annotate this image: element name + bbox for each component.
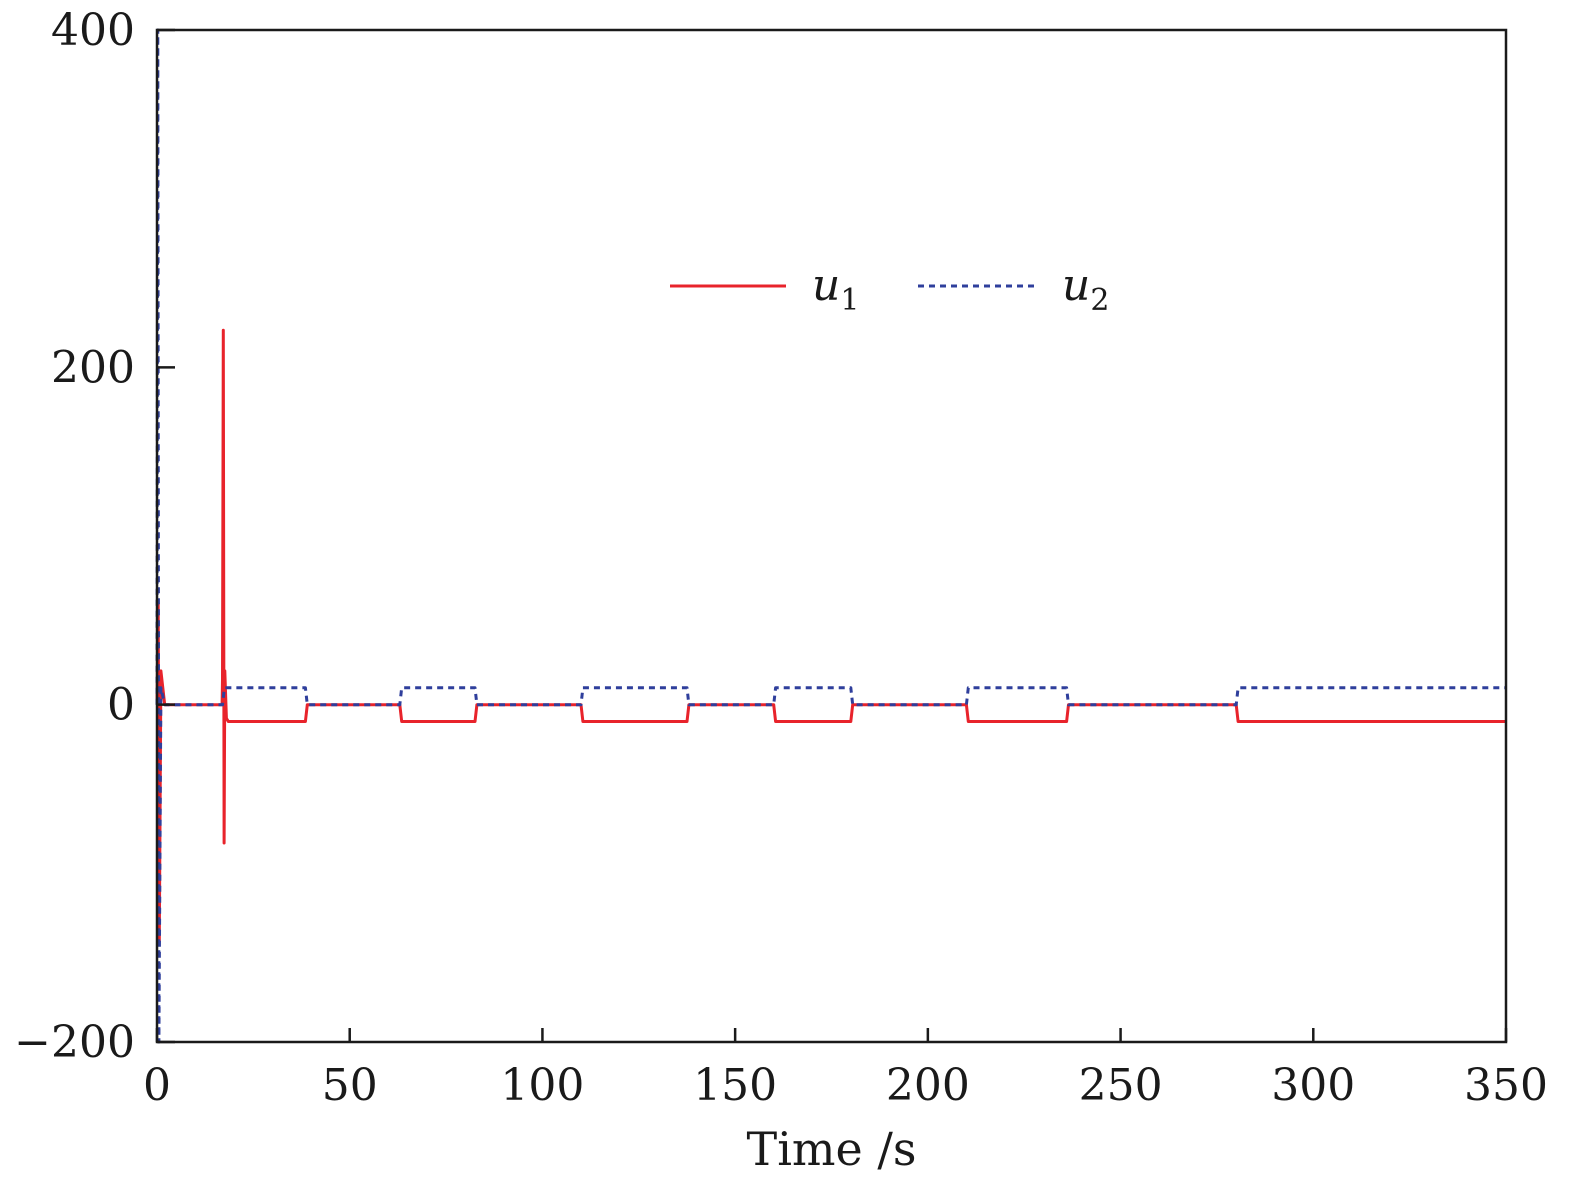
x-tick-label: 300 bbox=[1271, 1060, 1355, 1111]
x-tick-label: 100 bbox=[500, 1060, 584, 1111]
x-tick-label: 350 bbox=[1464, 1060, 1548, 1111]
x-tick-label: 50 bbox=[322, 1060, 378, 1111]
y-tick-label: 200 bbox=[51, 342, 135, 393]
x-tick-label: 0 bbox=[143, 1060, 171, 1111]
legend-symbol: u bbox=[812, 260, 840, 311]
plot-frame bbox=[155, 28, 1508, 1044]
x-axis-ticks: 0 50 100 150 200 250 300 350 bbox=[143, 1028, 1548, 1111]
series-line-u2 bbox=[155, 28, 1506, 1044]
series-layer bbox=[155, 28, 1506, 1044]
legend-subscript: 2 bbox=[1090, 283, 1109, 318]
legend-label-u2: u2 bbox=[1062, 260, 1109, 318]
y-axis-ticks: −200 0 200 400 bbox=[14, 5, 175, 1068]
legend-label-u1: u1 bbox=[812, 260, 859, 318]
x-tick-label: 250 bbox=[1079, 1060, 1163, 1111]
y-tick-label: −200 bbox=[14, 1017, 135, 1068]
y-tick-label: 0 bbox=[107, 680, 135, 731]
x-tick-label: 150 bbox=[693, 1060, 777, 1111]
legend: u1 u2 bbox=[670, 260, 1109, 318]
y-tick-label: 400 bbox=[51, 5, 135, 56]
legend-subscript: 1 bbox=[840, 283, 859, 318]
x-tick-label: 200 bbox=[886, 1060, 970, 1111]
x-axis-label: Time /s bbox=[747, 1122, 917, 1176]
legend-symbol: u bbox=[1062, 260, 1090, 311]
